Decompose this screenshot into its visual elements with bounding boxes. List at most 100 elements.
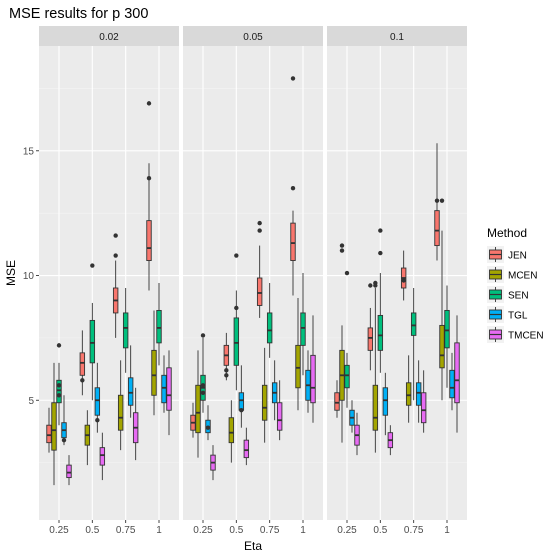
- box-tmcen: [99, 432, 106, 481]
- outlier-point: [339, 243, 345, 248]
- box-body: [238, 392, 245, 411]
- outlier-point: [146, 176, 152, 181]
- box-body: [233, 317, 240, 366]
- outlier-point: [378, 228, 383, 233]
- x-tick-label: 1: [444, 525, 450, 536]
- facet-strip: [327, 26, 467, 46]
- y-tick-label: 5: [28, 396, 34, 407]
- box-sen: [233, 253, 240, 391]
- box-jen: [434, 143, 440, 261]
- box-body: [410, 312, 417, 336]
- box-body: [415, 382, 422, 406]
- box-jen: [367, 283, 374, 371]
- box-tmcen: [210, 445, 216, 481]
- box-body: [66, 464, 72, 479]
- box-jen: [190, 402, 196, 438]
- outlier-point: [434, 198, 440, 203]
- outlier-point: [224, 368, 229, 373]
- facet-strip: [183, 26, 323, 46]
- box-tgl: [382, 372, 389, 436]
- box-body: [56, 379, 62, 404]
- facet-panel: 0.05: [183, 26, 323, 520]
- box-tgl: [349, 400, 355, 433]
- box-body: [156, 309, 162, 344]
- box-tgl: [271, 360, 278, 421]
- x-tick-label: 0.25: [337, 525, 357, 536]
- panel-background: [39, 46, 179, 520]
- box-body: [266, 312, 273, 344]
- x-tick-label: 1: [300, 525, 306, 536]
- box-body: [276, 402, 283, 431]
- box-tgl: [94, 362, 101, 433]
- box-body: [367, 327, 374, 351]
- box-body: [79, 352, 86, 376]
- outlier-point: [257, 228, 262, 233]
- box-sen: [410, 287, 417, 401]
- outlier-point: [95, 418, 100, 423]
- legend-label: SEN: [508, 291, 529, 302]
- box-body: [89, 319, 96, 364]
- box-body: [122, 312, 129, 349]
- box-tmcen: [166, 350, 172, 436]
- outlier-point: [339, 248, 345, 253]
- legend-entry-tmcen: TMCEN: [487, 326, 544, 343]
- box-body: [372, 384, 379, 431]
- outlier-point: [373, 283, 378, 288]
- legend-entry-tgl: TGL: [487, 306, 528, 323]
- facet-panel: 0.1: [327, 26, 467, 520]
- outlier-point: [90, 263, 95, 268]
- box-jen: [334, 380, 340, 418]
- box-tmcen: [420, 370, 427, 433]
- box-tgl: [205, 405, 211, 441]
- box-body: [300, 312, 306, 346]
- box-tmcen: [454, 315, 460, 433]
- box-sen: [89, 263, 96, 401]
- outlier-point: [56, 383, 62, 388]
- outlier-point: [439, 198, 445, 203]
- box-sen: [377, 228, 384, 373]
- legend: Method JEN MCEN SEN TGL TMCEN: [487, 226, 544, 343]
- outlier-point: [113, 233, 118, 238]
- outlier-point: [234, 253, 239, 258]
- box-jen: [256, 220, 263, 318]
- box-tmcen: [243, 427, 250, 466]
- box-body: [290, 222, 296, 261]
- box-body: [243, 439, 250, 459]
- box-body: [449, 369, 455, 399]
- box-mcen: [228, 400, 235, 463]
- box-mcen: [51, 362, 57, 486]
- box-body: [166, 367, 172, 411]
- x-tick-label: 0.75: [260, 525, 280, 536]
- box-tmcen: [310, 315, 316, 423]
- outlier-point: [344, 270, 350, 276]
- box-tmcen: [132, 387, 139, 461]
- legend-entry-mcen: MCEN: [487, 266, 537, 283]
- box-tgl: [61, 395, 67, 446]
- panels-layer: 0.02 0.05 0.1: [39, 26, 467, 520]
- box-body: [405, 382, 412, 406]
- axes-layer: 0.25 0.5 0.75 1 0.25 0.5 0.75 1 0.25 0.5 0.75 15101…: [23, 146, 450, 536]
- box-jen: [46, 407, 52, 453]
- outlier-point: [401, 278, 406, 283]
- box-body: [94, 387, 101, 416]
- outlier-point: [200, 390, 206, 395]
- outlier-point: [200, 333, 206, 338]
- box-body: [344, 364, 350, 389]
- box-sen: [300, 273, 306, 376]
- box-body: [382, 387, 389, 416]
- outlier-point: [290, 76, 296, 81]
- box-body: [439, 324, 445, 369]
- box-body: [228, 417, 235, 444]
- outlier-point: [257, 220, 262, 226]
- outlier-point: [368, 283, 373, 288]
- legend-label: MCEN: [508, 271, 537, 282]
- x-tick-label: 0.5: [373, 525, 387, 536]
- legend-title: Method: [487, 226, 527, 240]
- box-body: [151, 349, 157, 396]
- box-mcen: [117, 360, 124, 451]
- box-body: [51, 402, 57, 451]
- x-axis-label: Eta: [244, 539, 262, 553]
- box-sen: [266, 283, 273, 358]
- box-body: [99, 447, 106, 466]
